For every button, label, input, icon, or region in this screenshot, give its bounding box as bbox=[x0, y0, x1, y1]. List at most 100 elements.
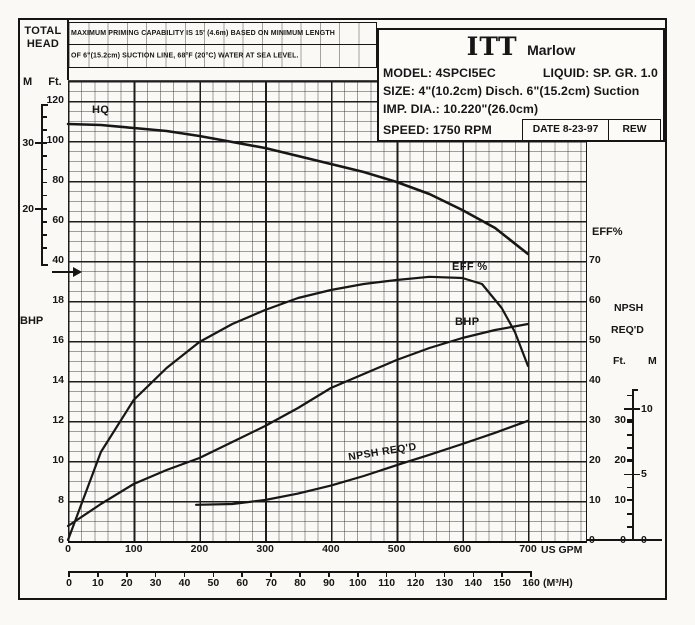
npsh-m-ruler-tick bbox=[627, 394, 632, 397]
bhp-axis-title: BHP bbox=[20, 315, 44, 327]
date-field: DATE 8-23-97 bbox=[522, 119, 609, 142]
bhp-tick-label: 12 bbox=[52, 414, 64, 426]
npsh-m-ruler-hook-top bbox=[632, 389, 638, 391]
npsh-ft-tick-dash bbox=[627, 459, 633, 461]
head-m-tick-label: 20 bbox=[22, 202, 34, 215]
npsh-m-tick-dash bbox=[633, 473, 640, 476]
head-m-ruler-tick bbox=[42, 168, 48, 171]
head-m-ruler-tick bbox=[42, 129, 48, 131]
sheet-border bbox=[18, 18, 667, 600]
brake-horsepower-curve bbox=[66, 322, 530, 528]
npsh-m-ruler-tick bbox=[627, 486, 632, 489]
gpm-axis-unit: US GPM bbox=[541, 544, 583, 556]
eff-tick-label: 30 bbox=[589, 414, 601, 426]
head-axis-title: TOTAL HEAD bbox=[20, 25, 66, 51]
npsh-m-ruler-tick bbox=[627, 447, 632, 449]
npsh-m-ruler-tick bbox=[627, 460, 632, 463]
head-m-ruler-tick bbox=[42, 181, 48, 184]
m3h-tick bbox=[414, 571, 417, 577]
head-m-ruler-tick bbox=[42, 194, 48, 197]
m3h-tick-label: 60 bbox=[236, 577, 249, 589]
priming-note-box: MAXIMUM PRIMING CAPABILITY IS 15' (4.6m)… bbox=[68, 22, 377, 68]
curves-layer bbox=[66, 122, 530, 542]
npsh-ft-tick-label: 30 bbox=[614, 414, 626, 426]
head-ft-tick-label: 100 bbox=[46, 134, 64, 146]
head-ft-tick-label: 60 bbox=[52, 214, 64, 226]
head-m-ruler-tick bbox=[42, 142, 48, 144]
baseline-extension bbox=[586, 538, 662, 541]
head-ft-tick-label: 80 bbox=[52, 174, 64, 186]
npsh-m-ruler-tick bbox=[624, 407, 632, 410]
brand-row: ITT Marlow bbox=[379, 32, 663, 61]
npsh-m-unit: M bbox=[648, 355, 657, 367]
gpm-tick-label: 200 bbox=[190, 543, 209, 555]
npsh-m-ruler-tick bbox=[627, 499, 632, 502]
head-m-ruler-tick bbox=[42, 207, 48, 210]
npsh-axis-title-line2: REQ'D bbox=[611, 324, 644, 336]
m3h-tick-label: 110 bbox=[378, 577, 396, 589]
m3h-tick bbox=[97, 571, 99, 577]
npsh-m-ruler-tick bbox=[624, 473, 632, 476]
m3h-tick-label: 100 bbox=[349, 577, 367, 589]
gpm-tick-label: 0 bbox=[65, 543, 71, 555]
gpm-tick-label: 500 bbox=[387, 543, 406, 555]
gpm-tick-label: 300 bbox=[256, 543, 274, 555]
efficiency-curve-label: EFF % bbox=[452, 261, 488, 273]
npsh-m-ruler bbox=[632, 389, 634, 541]
model-field: MODEL: 4SPCI5EC bbox=[383, 66, 496, 80]
head-m-tick-dash bbox=[35, 142, 42, 144]
npsh-m-ruler-tick bbox=[627, 421, 632, 423]
head-m-ruler-tick bbox=[42, 116, 48, 118]
head-ft-tick-label: 120 bbox=[46, 94, 64, 106]
head-m-tick-dash bbox=[35, 207, 42, 210]
bhp-tick-label: 8 bbox=[58, 494, 64, 506]
m3h-tick-label: 150 bbox=[493, 577, 511, 589]
head-ft-tick-label: 40 bbox=[52, 254, 64, 266]
gpm-tick-label: 600 bbox=[453, 543, 472, 555]
speed-field: SPEED: 1750 RPM bbox=[383, 123, 492, 137]
m3h-tick-label: 160 bbox=[522, 577, 540, 589]
head-axis-title-line1: TOTAL bbox=[24, 25, 62, 37]
gpm-tick-label: 400 bbox=[322, 543, 340, 555]
gpm-tick-label: 700 bbox=[519, 543, 537, 555]
eff-tick-label: 10 bbox=[589, 494, 601, 506]
m3h-tick-label: 140 bbox=[464, 577, 483, 589]
head-m-ruler bbox=[41, 104, 43, 266]
m3h-axis-unit: (M³/H) bbox=[543, 577, 573, 589]
npsh-m-tick-label: 5 bbox=[641, 468, 647, 481]
m3h-tick-label: 40 bbox=[178, 577, 191, 589]
m3h-tick bbox=[385, 571, 388, 577]
m3h-tick bbox=[212, 571, 215, 577]
m3h-tick-label: 30 bbox=[149, 577, 162, 589]
m3h-tick-label: 10 bbox=[92, 577, 104, 589]
m3h-tick bbox=[241, 571, 244, 577]
head-m-ruler-hook-top bbox=[41, 104, 48, 106]
m3h-tick-label: 120 bbox=[406, 577, 425, 589]
head-m-ruler-tick bbox=[42, 155, 48, 158]
head-m-ruler-tick bbox=[42, 234, 48, 236]
m3h-tick bbox=[125, 571, 128, 577]
m3h-tick bbox=[357, 571, 359, 577]
priming-note-line2: OF 6"(15.2cm) SUCTION LINE, 68°F (20°C) … bbox=[71, 51, 299, 60]
m3h-tick bbox=[154, 571, 157, 577]
eff-tick-label: 20 bbox=[589, 454, 601, 466]
note-divider bbox=[69, 44, 376, 46]
head-m-ruler-hook-bottom bbox=[41, 264, 48, 266]
m3h-tick-label: 90 bbox=[323, 577, 335, 589]
head-axis-units: M Ft. bbox=[23, 76, 67, 88]
rev-field: REW bbox=[609, 119, 661, 142]
npsh-m-ruler-tick bbox=[627, 434, 632, 436]
eff-tick-label: 60 bbox=[589, 294, 601, 306]
head-axis-title-line2: HEAD bbox=[26, 38, 60, 50]
itt-logo: ITT bbox=[466, 32, 518, 61]
eff-tick-label: 50 bbox=[589, 334, 601, 346]
eff-tick-label: 40 bbox=[589, 374, 601, 386]
npsh-required-curve bbox=[195, 419, 530, 506]
eff-axis-title: EFF% bbox=[592, 226, 623, 238]
npsh-m-ruler-tick bbox=[627, 526, 632, 528]
liquid-field: LIQUID: SP. GR. 1.0 bbox=[542, 66, 658, 80]
size-field: SIZE: 4"(10.2cm) Disch. 6"(15.2cm) Sucti… bbox=[383, 84, 640, 98]
m3h-tick bbox=[270, 571, 272, 577]
m3h-tick bbox=[472, 571, 475, 577]
